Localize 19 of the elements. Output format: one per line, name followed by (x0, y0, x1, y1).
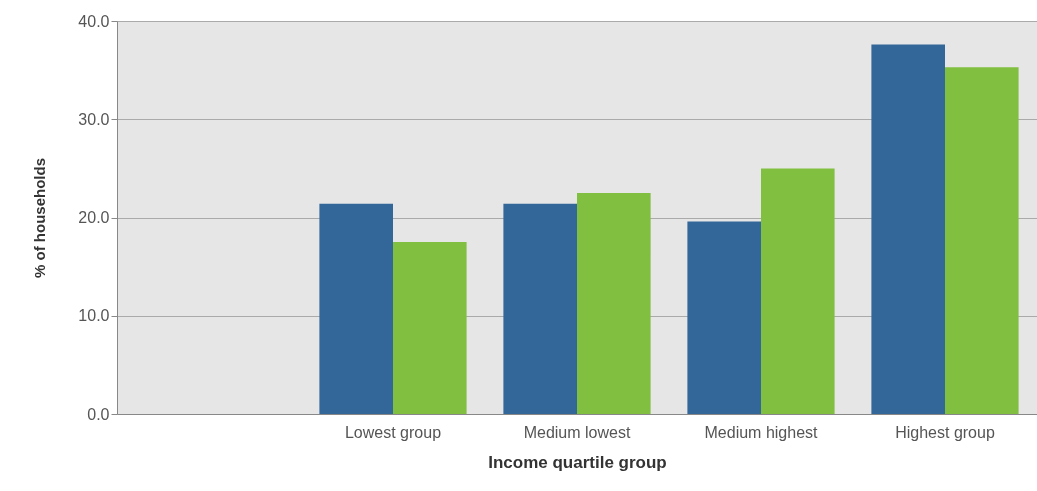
bar (945, 67, 1019, 414)
bar (503, 203, 577, 414)
x-tick-label: Lowest group (344, 423, 442, 441)
y-axis-title: % of households (31, 158, 49, 278)
y-tick-label: 20.0 (78, 209, 110, 226)
y-tick-label: 0.0 (87, 405, 110, 423)
x-tick-label: Highest group (895, 423, 995, 441)
bar (687, 221, 761, 414)
bar (761, 168, 835, 414)
x-tick-label: Medium lowest (523, 423, 631, 441)
bar (871, 44, 945, 414)
y-tick-label: 30.0 (78, 110, 110, 128)
bar (319, 203, 393, 414)
bar (577, 192, 651, 414)
y-tick-label: 10.0 (78, 307, 110, 325)
x-tick-label: Medium highest (704, 423, 819, 441)
y-tick-label: 40.0 (78, 12, 110, 30)
bar (393, 242, 467, 414)
x-axis-title: Income quartile group (488, 452, 667, 472)
